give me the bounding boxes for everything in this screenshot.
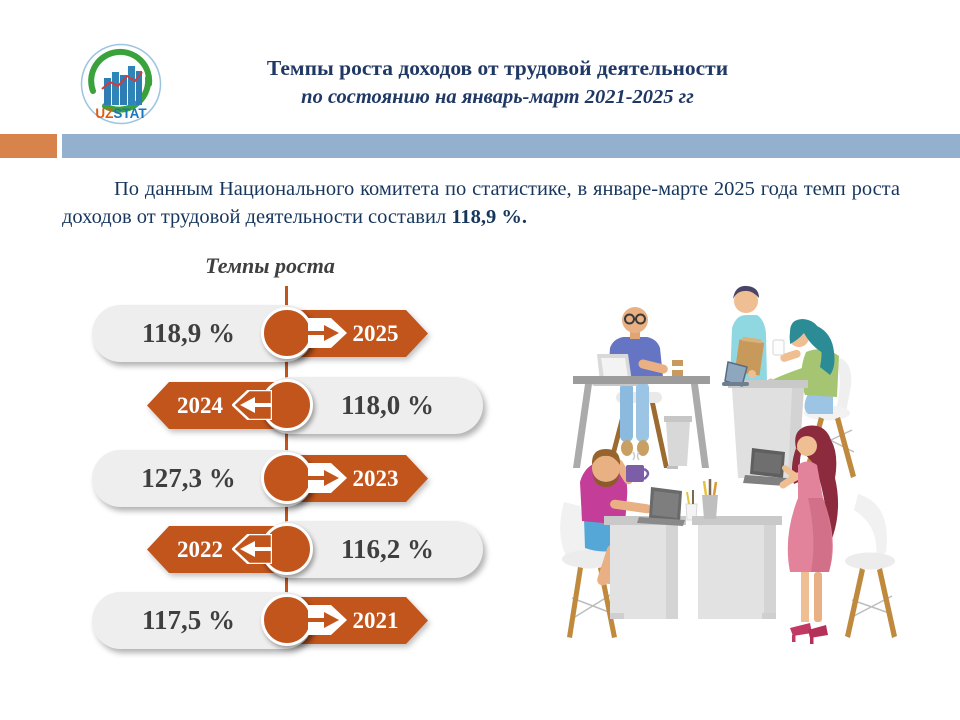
mug [626,451,650,482]
timeline-row-2022: 116,2 % 2022 [92,521,483,578]
logo-trend-line [101,71,143,90]
timeline-row-2024: 118,0 % 2024 [92,377,483,434]
growth-value: 118,9 % [141,318,235,348]
year-label: 2025 [352,320,399,346]
headline-value: 118,9 %. [451,205,528,228]
person-teal-woman [766,319,839,414]
flow-arrow-icon [232,534,272,564]
flow-arrow-icon [308,605,347,635]
growth-value: 116,2 % [340,534,434,564]
slide-subtitle: по состоянию на январь-март 2021-2025 гг [301,86,694,108]
year-label: 2023 [352,465,399,491]
growth-value: 127,3 % [141,463,236,493]
timeline-node [261,307,313,359]
pencil-cup [685,490,698,521]
person-pink-dress-woman [743,425,839,644]
growth-timeline: Темпы роста 118,9 % 2025 118,0 % 2024 127,3 … [92,253,483,653]
timeline-row-2023: 127,3 % 2023 [92,450,483,507]
intro-text: По данным Национального комитета по стат… [62,178,900,228]
office-chair [845,494,897,638]
year-label: 2024 [177,392,223,418]
logo-text: UZSTAT [95,106,147,121]
high-heels [790,623,828,644]
glasses-icon [624,313,646,325]
accent-bar-orange [0,134,57,158]
flow-arrow-icon [308,463,347,493]
growth-value: 118,0 % [340,390,434,420]
pencil-cup [702,479,718,519]
timeline-row-2025: 118,9 % 2025 [92,305,483,362]
year-label: 2022 [177,536,223,562]
uzstat-logo: UZSTAT [80,43,162,125]
coffee-cup [672,360,683,377]
flow-arrow-icon [308,318,347,348]
laptop [743,448,787,486]
timeline-row-2021: 117,5 % 2021 [92,592,483,649]
hair [733,285,759,299]
laptop [637,487,685,526]
growth-value: 117,5 % [141,605,235,635]
table [573,376,710,468]
intro-paragraph: По данным Национального комитета по стат… [62,176,900,232]
timeline-node [261,452,313,504]
year-label: 2021 [352,607,399,633]
timeline-node [261,594,313,646]
logo-swoosh-top [88,48,153,94]
logo-bar-chart [104,66,142,105]
desk [692,516,782,619]
hair [591,449,621,465]
timeline-title: Темпы роста [205,253,335,278]
desk [604,516,686,619]
office-team-illustration [560,285,897,644]
desk [728,380,808,478]
beard [592,470,620,487]
year-banner: 2025 [295,310,428,357]
flow-arrow-icon [232,390,272,420]
slide-title: Темпы роста доходов от трудовой деятельн… [266,56,729,80]
accent-bar-blue [62,134,960,158]
laptop [722,361,749,387]
trash-bin [664,416,692,469]
